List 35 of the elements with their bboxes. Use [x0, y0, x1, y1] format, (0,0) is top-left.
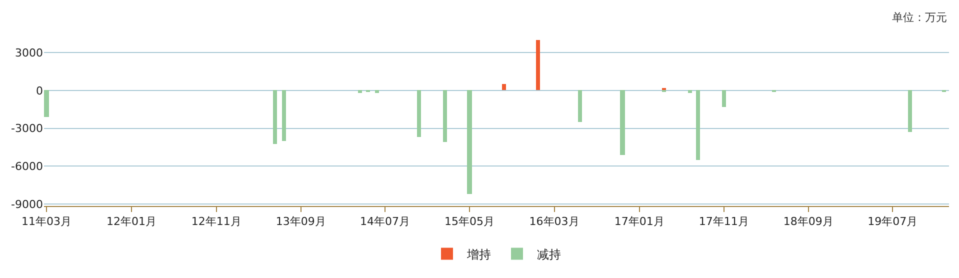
y-tick-label: 3000 [15, 46, 43, 60]
text: 单位：万元 [892, 11, 947, 24]
bar [282, 90, 286, 141]
bar [443, 90, 447, 142]
x-tick-label: 13年09月 [276, 215, 326, 228]
x-tick-label: 16年03月 [529, 215, 580, 228]
y-tick-label: -6000 [11, 160, 43, 174]
bar [44, 90, 49, 117]
bar [467, 90, 472, 194]
y-tick-label: -3000 [11, 122, 43, 136]
x-tick-label: 14年07月 [360, 215, 410, 228]
bar [375, 90, 379, 93]
bar [620, 90, 625, 155]
bar [417, 90, 421, 137]
x-tick-label: 15年05月 [444, 215, 495, 228]
bar [696, 90, 700, 160]
x-tick-label: 12年01月 [106, 215, 157, 228]
legend-label: 增持 [466, 247, 491, 262]
bar [908, 90, 912, 132]
legend-label: 减持 [537, 247, 561, 262]
y-tick-label: -9000 [11, 198, 43, 211]
x-tick-label: 11年03月 [22, 215, 72, 228]
bar [536, 40, 540, 90]
bar [722, 90, 726, 107]
x-tick-label: 17年01月 [614, 215, 664, 228]
bar [358, 90, 362, 93]
x-tick-label: 12年11月 [191, 215, 242, 228]
x-tick-label: 19年07月 [868, 215, 918, 228]
bar [688, 90, 692, 93]
y-tick-label: 0 [36, 84, 43, 98]
x-tick-label: 18年09月 [783, 215, 834, 228]
bar [502, 84, 506, 90]
bar [273, 90, 277, 144]
x-tick-label: 17年11月 [698, 215, 749, 228]
bar [578, 90, 582, 122]
